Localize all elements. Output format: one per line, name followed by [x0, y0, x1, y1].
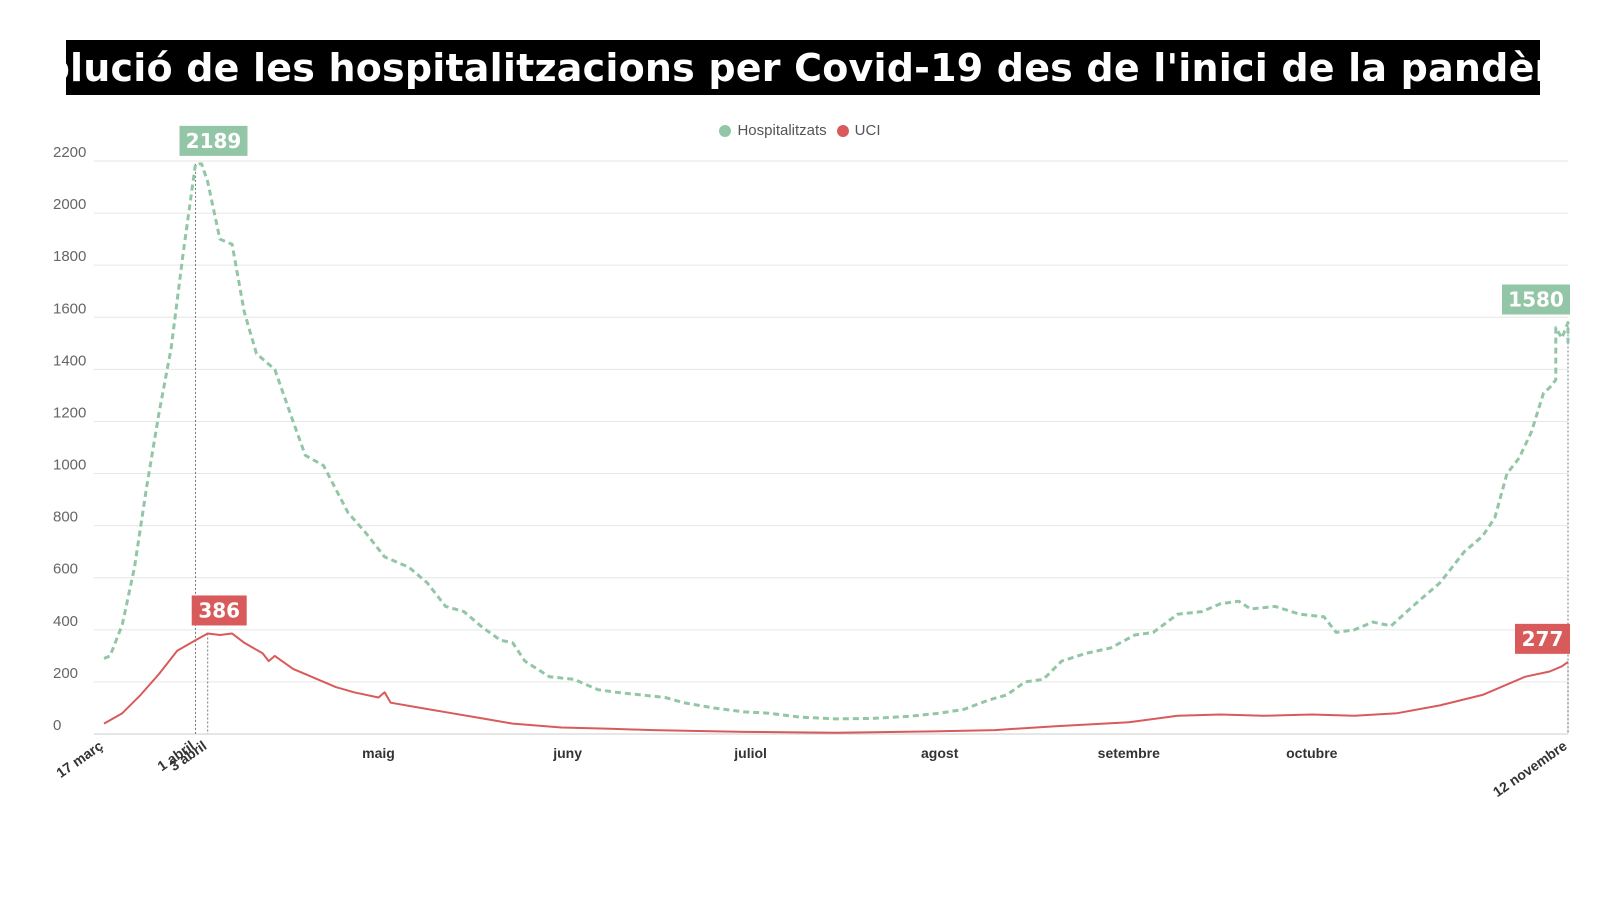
series-line-uci — [103, 632, 1569, 734]
y-tick-label-800: 800 — [53, 509, 78, 526]
y-tick-label-1200: 1200 — [53, 404, 86, 421]
y-tick-label-200: 200 — [53, 665, 78, 682]
x-tick-label-juny: juny — [552, 745, 582, 761]
legend-item-uci[interactable]: UCI — [836, 122, 881, 139]
x-tick-label-setembre: setembre — [1098, 745, 1160, 761]
legend-dot-uci — [836, 124, 849, 137]
x-tick-label-12-novembre: 12 novembre — [1490, 737, 1570, 800]
callout-box-hospitalitzats-1580 — [1502, 284, 1570, 315]
y-tick-label-1400: 1400 — [53, 352, 86, 369]
callout-box-uci-386 — [191, 595, 247, 626]
legend-item-hospitalitzats[interactable]: Hospitalitzats — [719, 122, 827, 139]
x-tick-label-17-mar: 17 març — [53, 737, 106, 781]
y-tick-label-1800: 1800 — [53, 248, 86, 265]
y-tick-label-1000: 1000 — [53, 457, 86, 474]
y-tick-label-2000: 2000 — [53, 196, 86, 213]
y-tick-label-600: 600 — [53, 561, 78, 578]
series-lines — [103, 162, 1570, 734]
y-tick-label-1600: 1600 — [53, 300, 86, 317]
callout-label-hospitalitzats-1580: 1580 — [1508, 287, 1564, 311]
legend-dot-hospitalitzats — [719, 124, 732, 137]
x-tick-label-juliol: juliol — [733, 745, 767, 761]
chart-legend: Hospitalitzats UCI — [0, 122, 1600, 139]
callout-label-hospitalitzats-2189: 2189 — [186, 129, 242, 153]
callout-label-uci-277: 277 — [1522, 627, 1564, 651]
x-tick-label-maig: maig — [362, 745, 395, 761]
y-tick-label-0: 0 — [53, 717, 61, 734]
y-axis-ticks: 0 200 400 600 800 1000 1200 1400 1600 1800 2000 220… — [53, 144, 86, 734]
callout-box-hospitalitzats-2189 — [179, 125, 248, 156]
callout-box-uci-277 — [1515, 623, 1570, 654]
chart-title: Evolució de les hospitalitzacions per Co… — [0, 40, 1600, 95]
grid-lines — [94, 160, 1568, 735]
annotation-callouts: 2189 386 1580 277 — [179, 125, 1570, 654]
series-line-hospitalitzats — [103, 162, 1570, 721]
legend-label-hospitalitzats: Hospitalitzats — [737, 122, 827, 139]
y-tick-label-2200: 2200 — [53, 144, 86, 161]
annotation-guides — [195, 163, 1569, 734]
x-tick-label-agost: agost — [921, 745, 959, 761]
y-tick-label-400: 400 — [53, 613, 78, 630]
callout-label-uci-386: 386 — [198, 598, 240, 622]
x-tick-label-octubre: octubre — [1286, 745, 1338, 761]
legend-label-uci: UCI — [854, 122, 881, 139]
